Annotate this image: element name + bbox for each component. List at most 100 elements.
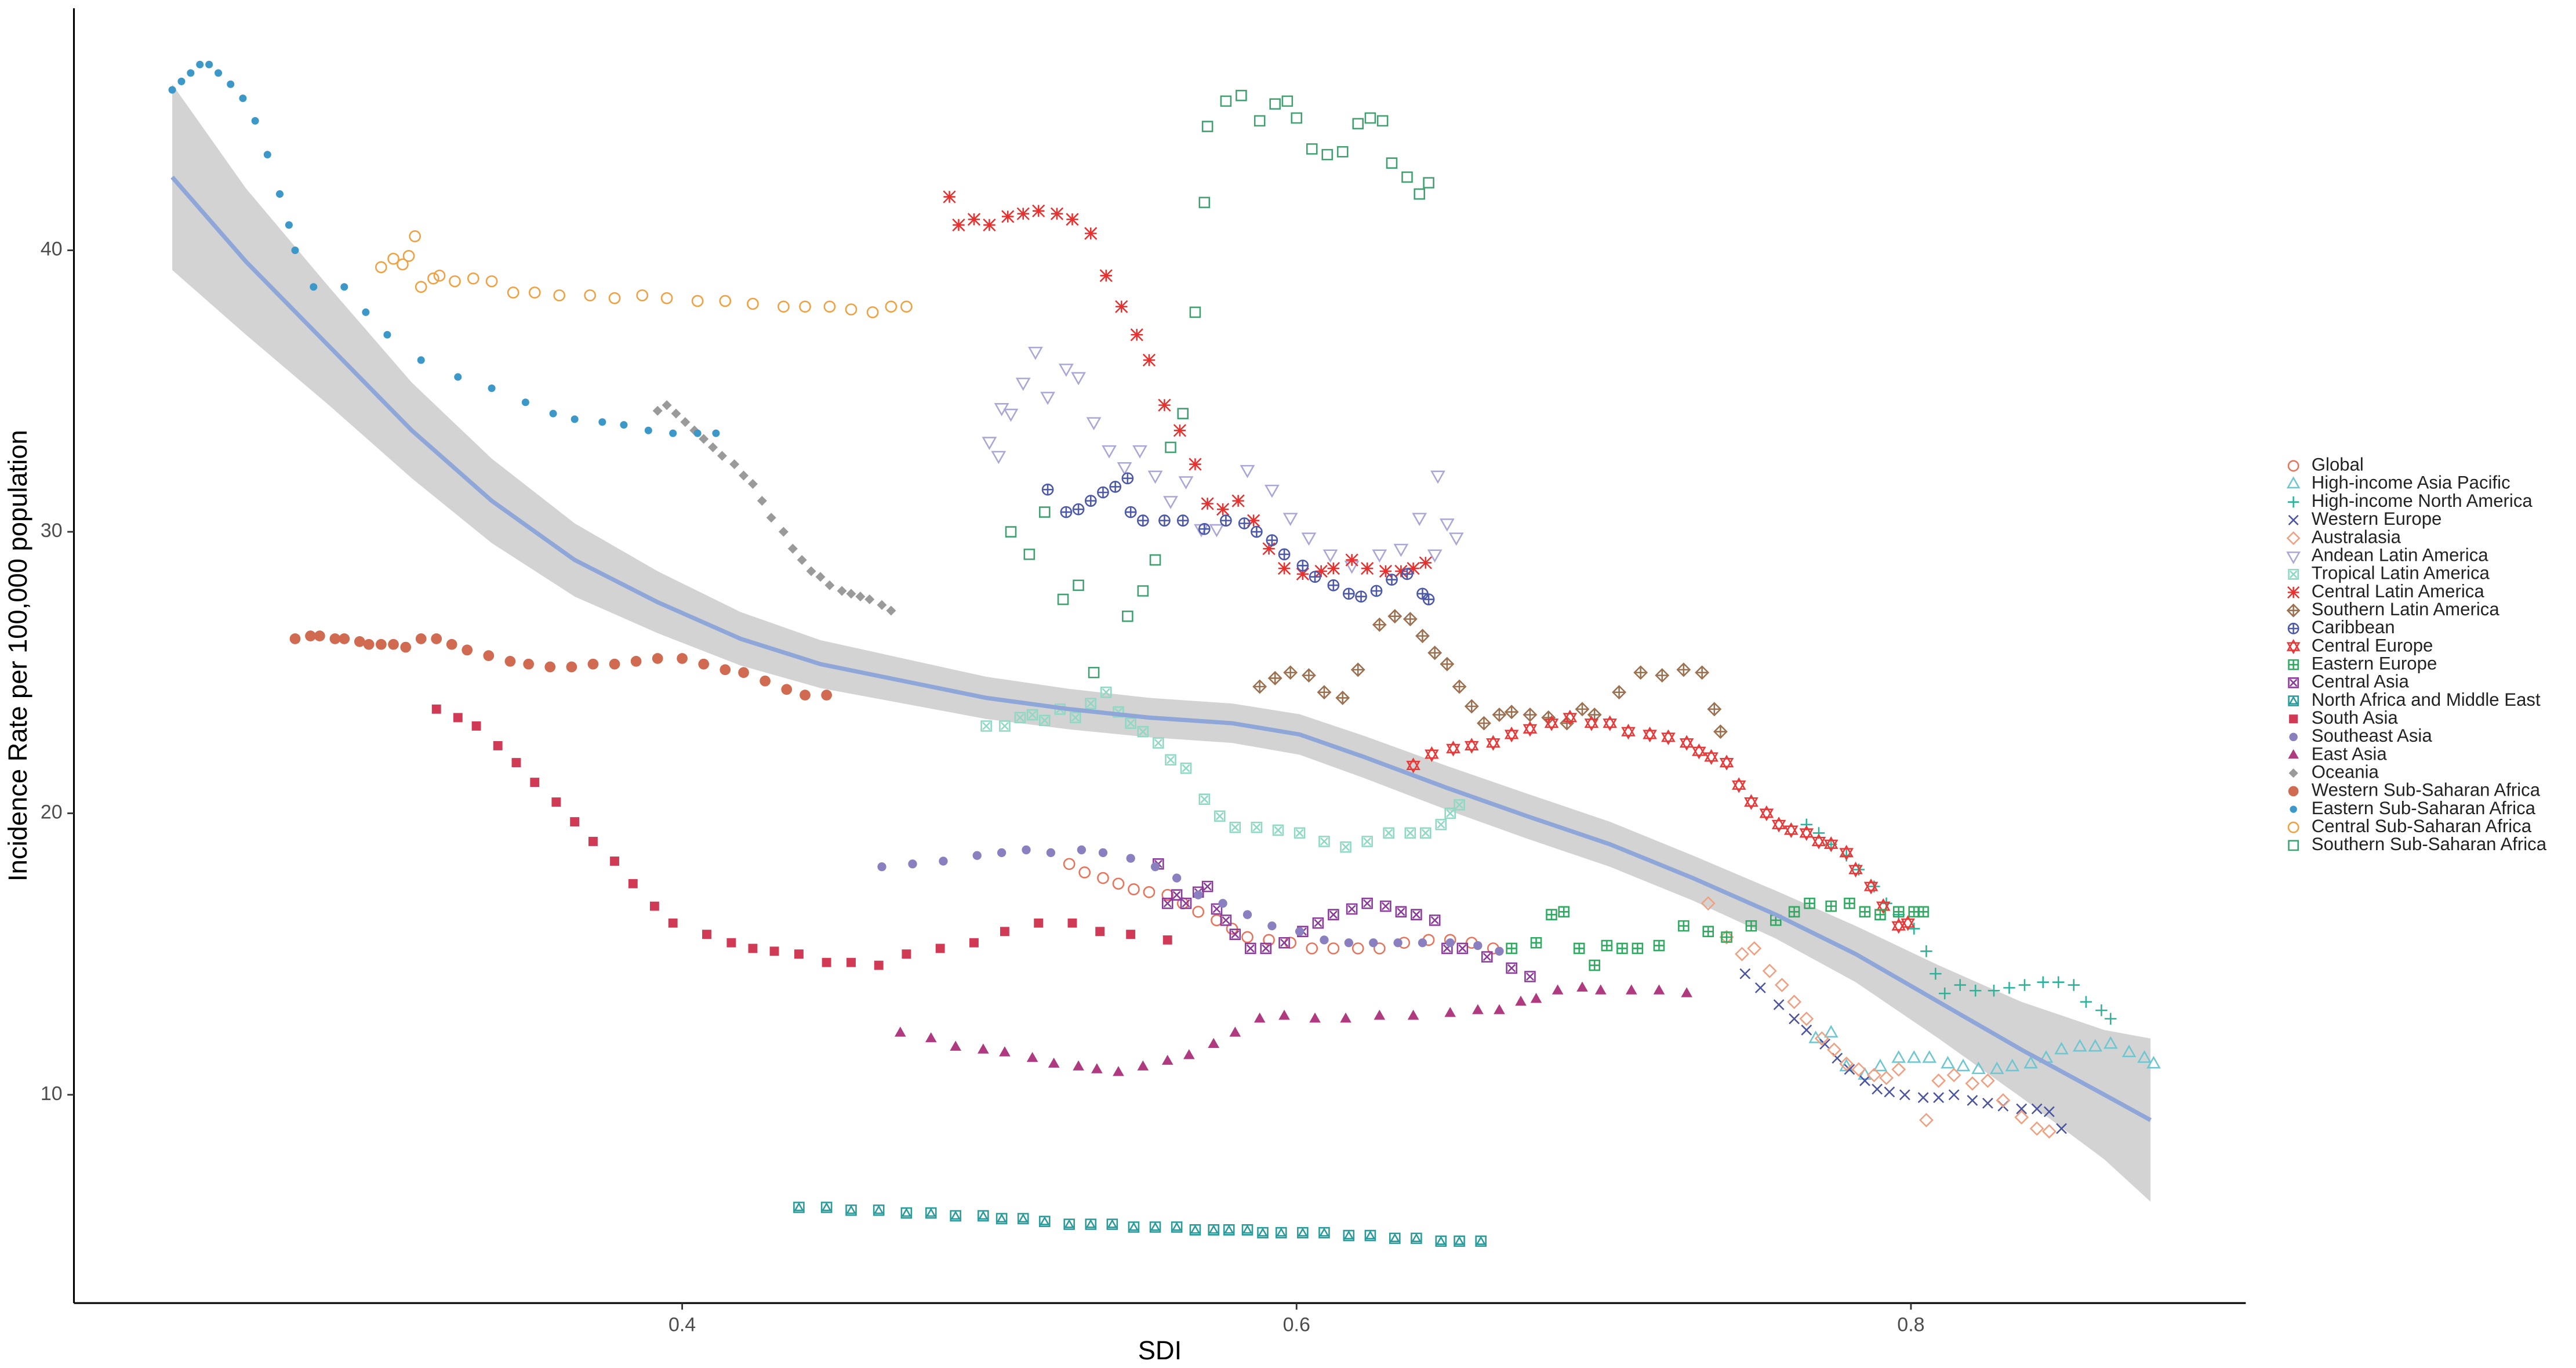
point [1295,927,1305,936]
point [620,421,628,429]
point [1176,897,1189,910]
point [1301,532,1317,546]
point [1515,995,1527,1006]
point [551,797,561,807]
point [528,286,541,299]
point [1427,549,1443,563]
point [1563,709,1578,726]
point [467,272,479,285]
point [2095,1004,2108,1017]
point [608,292,621,304]
point [939,857,948,866]
point [1844,1064,1855,1075]
point [1165,441,1176,453]
point [1277,562,1291,575]
series [894,981,1692,1076]
legend-marker [2288,695,2299,706]
point [1374,1010,1386,1020]
point [1416,587,1429,600]
point [1352,118,1364,129]
point [2080,996,2092,1008]
point [375,638,387,650]
point [1017,1213,1029,1225]
y-axis-title: Incidence Rate per 100,000 population [3,430,32,881]
point [778,527,789,537]
point [1739,968,1751,979]
point [1229,1026,1241,1037]
point [1906,1050,1921,1063]
point [908,859,917,869]
point [999,720,1011,732]
series [1506,897,1929,971]
point [289,633,301,644]
point [699,434,709,444]
point [1137,1060,1149,1071]
point [1318,836,1330,847]
point [177,77,186,85]
point [1137,725,1149,738]
point [1989,1061,2004,1075]
point [1901,915,1915,931]
point [1340,841,1351,853]
point [566,661,577,673]
point [1355,590,1367,603]
point [1312,917,1324,929]
point [1267,671,1282,685]
point [1309,1013,1321,1023]
point [1263,934,1275,946]
series [168,60,720,437]
point [1429,915,1441,926]
point [874,960,884,970]
point [900,1207,913,1219]
point [1003,408,1019,422]
point [1057,593,1069,605]
point [1078,866,1091,879]
point [483,650,495,661]
point [1788,906,1800,918]
point [2016,1103,2028,1115]
point [1827,1042,1841,1057]
point [1414,188,1425,200]
point [1220,514,1232,527]
point [1879,1071,1894,1086]
point [1702,926,1714,938]
point [1361,836,1373,847]
point [943,190,956,204]
point [1643,726,1657,743]
point [1306,143,1318,155]
point [1573,942,1585,955]
point [402,250,415,262]
point [866,306,879,318]
point [2041,1124,2057,1139]
point [1799,825,1814,841]
point [339,633,350,644]
series [982,346,1464,574]
point [1321,148,1334,161]
legend-marker [2289,732,2298,742]
legend-label: Central Sub-Saharan Africa [2312,816,2532,836]
x-tick-label: 0.8 [1897,1314,1924,1336]
point [2088,1039,2103,1052]
point [1594,984,1607,995]
point [1220,915,1232,926]
point [1117,462,1132,476]
point [2146,1055,2161,1069]
point [2003,982,2015,994]
point [1241,931,1254,944]
point [2005,1058,2020,1072]
point [1892,906,1905,918]
point [1454,1235,1465,1247]
point [187,69,195,77]
point [383,331,391,339]
point [1681,987,1692,997]
legend-label: Eastern Europe [2312,653,2437,673]
series [1808,1025,2161,1080]
point [1084,495,1097,507]
point [409,230,421,242]
series [289,630,832,701]
point [1095,927,1105,937]
point [1804,897,1815,909]
point [1524,971,1536,982]
point [1398,937,1411,949]
